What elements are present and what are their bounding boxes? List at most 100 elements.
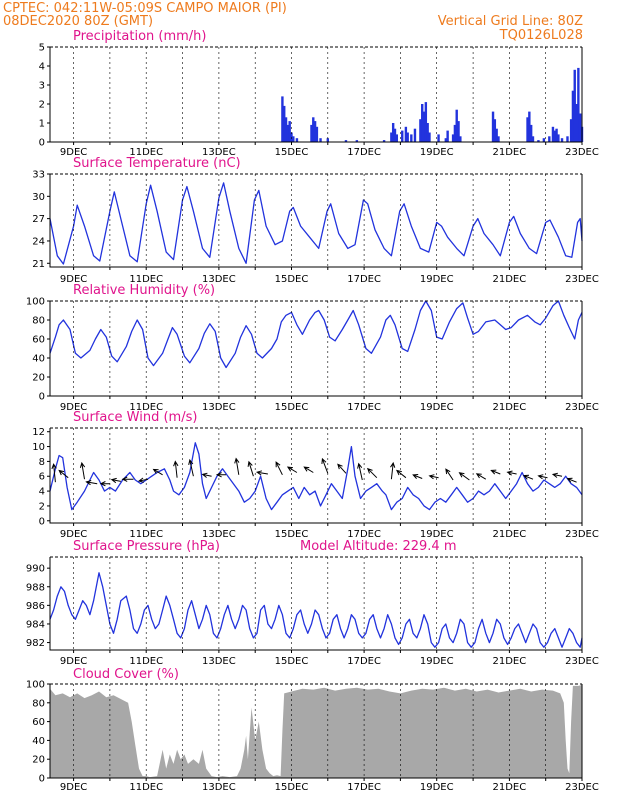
wind-arrow-16 (275, 461, 283, 476)
cloud-ytick-label-0: 0 (39, 774, 45, 785)
precip-panel: 0 1 2 3 4 5 9DEC 11DEC 13DEC 15DEC 17DEC 19DEC 21DEC… (39, 43, 599, 159)
pres-xtick-label-1: 11DEC (129, 656, 163, 667)
header-model: TQ0126L028 (499, 28, 583, 43)
wind-ytick-label-2: 4 (39, 487, 45, 498)
wind-arrow-33 (537, 474, 548, 480)
wind-arrow-24 (396, 469, 407, 479)
cloud-ytick-label-5: 100 (26, 680, 45, 691)
wind-panel: 0 2 4 6 8 10 12 9DEC 11DEC 13DEC 15DEC 17DEC 19DEC 21… (32, 427, 599, 540)
pres-xtick-label-2: 13DEC (202, 656, 236, 667)
temp-xtick-label-1: 11DEC (129, 274, 163, 285)
wind-arrow-10 (188, 458, 194, 477)
precip-ytick-label-2: 2 (39, 100, 45, 111)
precip-bar-8 (310, 124, 313, 142)
wind-xtick-label-7: 23DEC (565, 529, 599, 540)
wind-arrow-6 (121, 476, 134, 482)
precip-bar-53 (555, 128, 558, 142)
pres-title: Surface Pressure (hPa) (73, 539, 220, 554)
precip-bar-37 (455, 109, 458, 142)
precip-xtick-label-2: 13DEC (202, 147, 236, 158)
precip-bar-43 (497, 136, 500, 142)
precip-ytick-label-5: 5 (39, 43, 45, 54)
precip-bar-57 (569, 119, 573, 142)
precip-bar-12 (319, 138, 322, 142)
precip-bar-2 (284, 117, 288, 142)
wind-arrow-8 (152, 468, 163, 476)
precip-bar-35 (451, 134, 455, 142)
wind-arrow-32 (522, 474, 534, 480)
temp-xtick-label-6: 21DEC (493, 274, 527, 285)
rh-xtick-label-0: 9DEC (60, 402, 87, 413)
wind-xtick-label-4: 17DEC (347, 529, 381, 540)
wind-ytick-label-4: 8 (39, 457, 45, 468)
wind-arrow-28 (458, 472, 470, 481)
pres-ytick-label-1: 984 (26, 619, 45, 630)
wind-arrow-14 (247, 460, 254, 477)
wind-line (49, 442, 583, 511)
cloud-area (50, 684, 582, 778)
wind-title: Surface Wind (m/s) (73, 410, 197, 425)
temp-ytick-label-0: 21 (32, 259, 45, 270)
temp-ytick-label-2: 27 (32, 214, 45, 225)
temp-xtick-label-2: 13DEC (202, 274, 236, 285)
precip-bar-59 (573, 69, 576, 142)
precip-bar-23 (406, 132, 409, 142)
cloud-xtick-label-2: 13DEC (202, 782, 236, 793)
precip-bar-52 (553, 130, 556, 142)
wind-arrow-15 (255, 470, 268, 476)
cloud-title: Cloud Cover (%) (73, 667, 179, 682)
precip-bar-28 (422, 111, 426, 142)
pres-ytick-label-0: 982 (26, 638, 45, 649)
precip-bar-26 (419, 119, 422, 142)
wind-arrow-11 (201, 472, 212, 478)
pres-panel: 982 984 986 988 990 9DEC 11DEC 13DEC 15DEC 17DEC 1… (26, 556, 599, 667)
precip-bar-34 (446, 130, 449, 142)
rh-line (49, 300, 583, 369)
wind-arrow-29 (475, 473, 487, 480)
rh-xtick-label-1: 11DEC (129, 402, 163, 413)
precip-bar-30 (426, 123, 429, 142)
precip-bar-29 (424, 102, 428, 142)
wind-arrow-27 (445, 468, 454, 481)
wind-xtick-label-0: 9DEC (60, 529, 87, 540)
wind-arrow-2 (79, 461, 86, 480)
wind-arrow-18 (303, 466, 314, 473)
precip-bar-3 (286, 124, 290, 142)
pres-xtick-label-5: 19DEC (420, 656, 454, 667)
precip-xtick-label-3: 15DEC (275, 147, 309, 158)
rh-xtick-label-2: 13DEC (202, 402, 236, 413)
rh-xtick-label-3: 15DEC (275, 402, 309, 413)
precip-frame (49, 47, 583, 143)
temp-xtick-label-7: 23DEC (565, 274, 599, 285)
temp-xtick-label-5: 19DEC (420, 274, 454, 285)
rh-ytick-label-2: 40 (32, 354, 45, 365)
rh-ytick-label-4: 80 (32, 316, 45, 327)
cloud-ytick-label-3: 60 (32, 717, 45, 728)
header-grid-line: Vertical Grid Line: 80Z (438, 14, 583, 29)
pres-model-altitude: Model Altitude: 229.4 m (300, 539, 457, 554)
precip-bar-0 (281, 96, 284, 142)
wind-arrow-23 (390, 461, 396, 480)
wind-xtick-label-1: 11DEC (129, 529, 163, 540)
rh-title: Relative Humidity (%) (73, 283, 215, 298)
wind-arrow-34 (551, 472, 563, 478)
precip-bar-18 (391, 123, 395, 142)
precip-xtick-label-5: 19DEC (420, 147, 454, 158)
precip-bar-10 (313, 121, 317, 142)
precip-bar-61 (577, 67, 580, 142)
precip-bar-15 (355, 140, 359, 142)
temp-xtick-label-4: 17DEC (347, 274, 381, 285)
wind-arrow-22 (366, 467, 378, 479)
wind-arrow-35 (566, 477, 577, 483)
precip-bar-41 (493, 119, 497, 142)
precip-bar-36 (453, 124, 457, 142)
precip-bar-47 (531, 136, 535, 142)
precip-xtick-label-0: 9DEC (60, 147, 87, 158)
precip-bar-19 (393, 128, 397, 142)
precip-bar-11 (315, 126, 319, 142)
precip-bar-55 (560, 138, 564, 142)
wind-arrow-30 (490, 469, 501, 475)
precip-bar-24 (410, 134, 413, 142)
precip-bar-46 (529, 124, 533, 142)
pres-ytick-label-3: 988 (26, 582, 45, 593)
